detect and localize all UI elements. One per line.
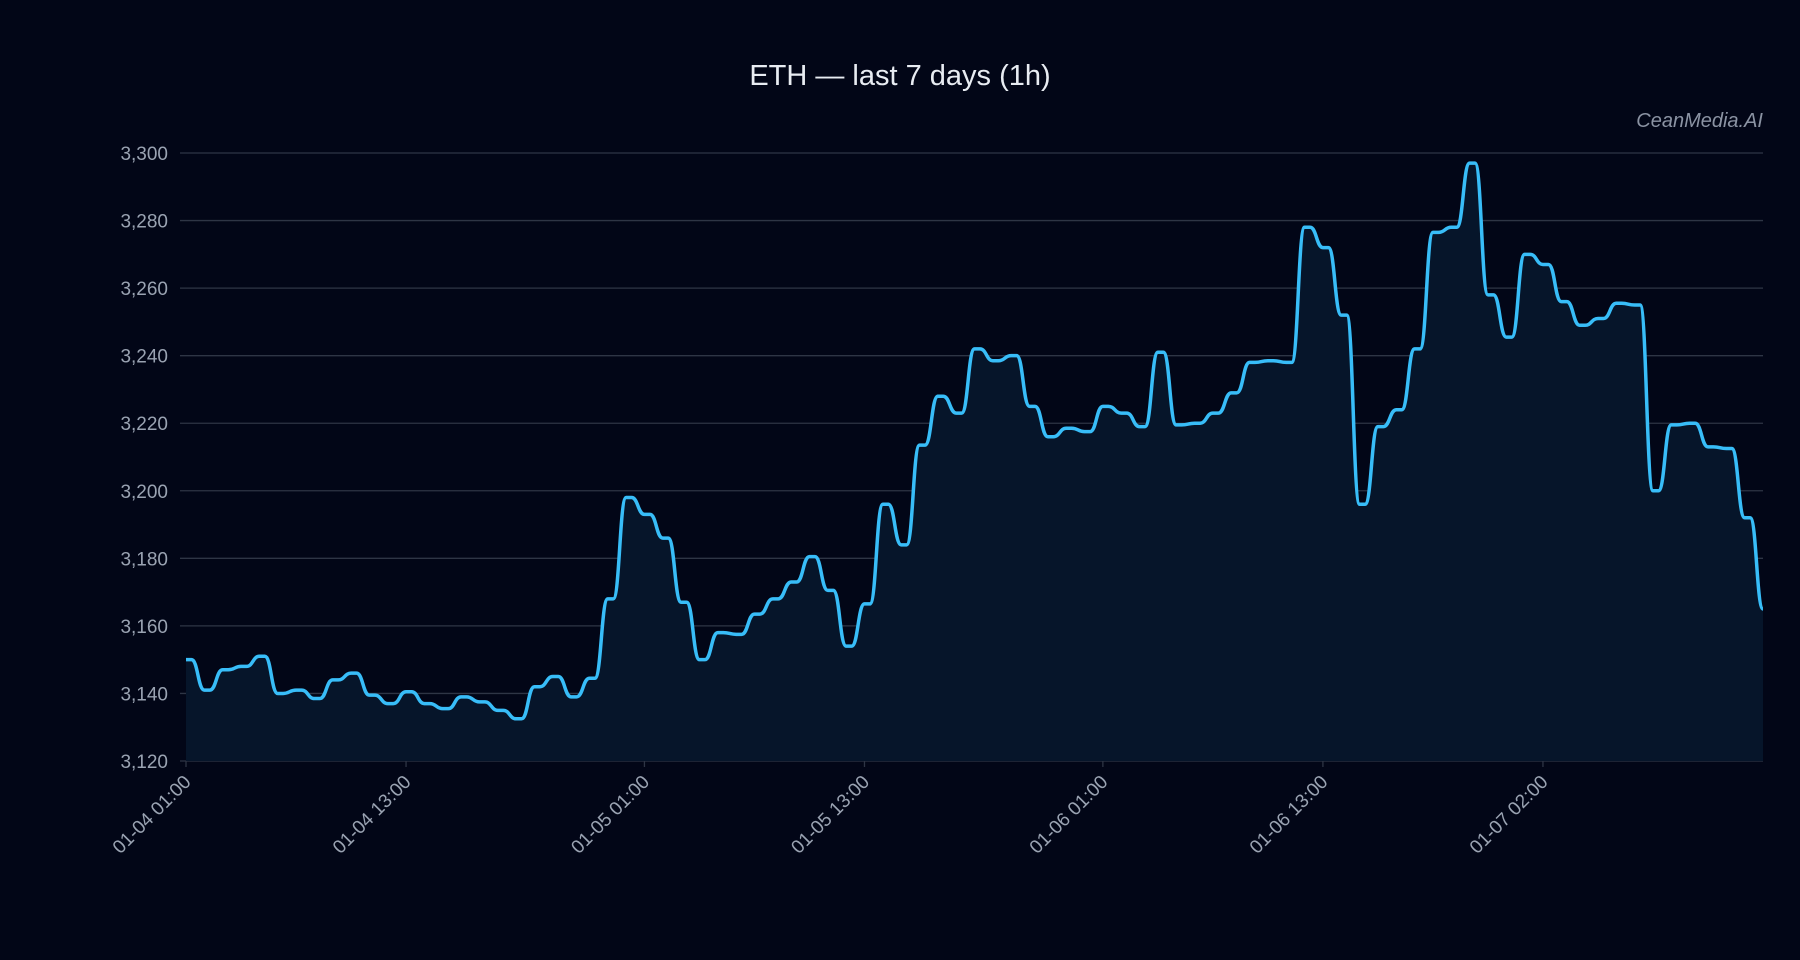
y-tick-label: 3,300 [120,144,168,165]
y-tick-label: 3,120 [120,752,168,773]
price-area-fill [186,163,1763,762]
y-tick-label: 3,180 [120,549,168,570]
y-tick-label: 3,260 [120,279,168,300]
y-tick-label: 3,160 [120,617,168,638]
watermark: CeanMedia.AI [1636,110,1763,132]
y-tick-label: 3,220 [120,414,168,435]
y-axis: 3,120 3,140 3,160 3,180 3,200 3,220 3,240 3,260… [120,144,168,773]
y-tick-label: 3,280 [120,212,168,233]
y-tick-label: 3,140 [120,684,168,705]
y-tick-label: 3,240 [120,347,168,368]
y-tick-label: 3,200 [120,482,168,503]
chart-title: ETH — last 7 days (1h) [749,60,1050,92]
price-line [186,161,1765,721]
